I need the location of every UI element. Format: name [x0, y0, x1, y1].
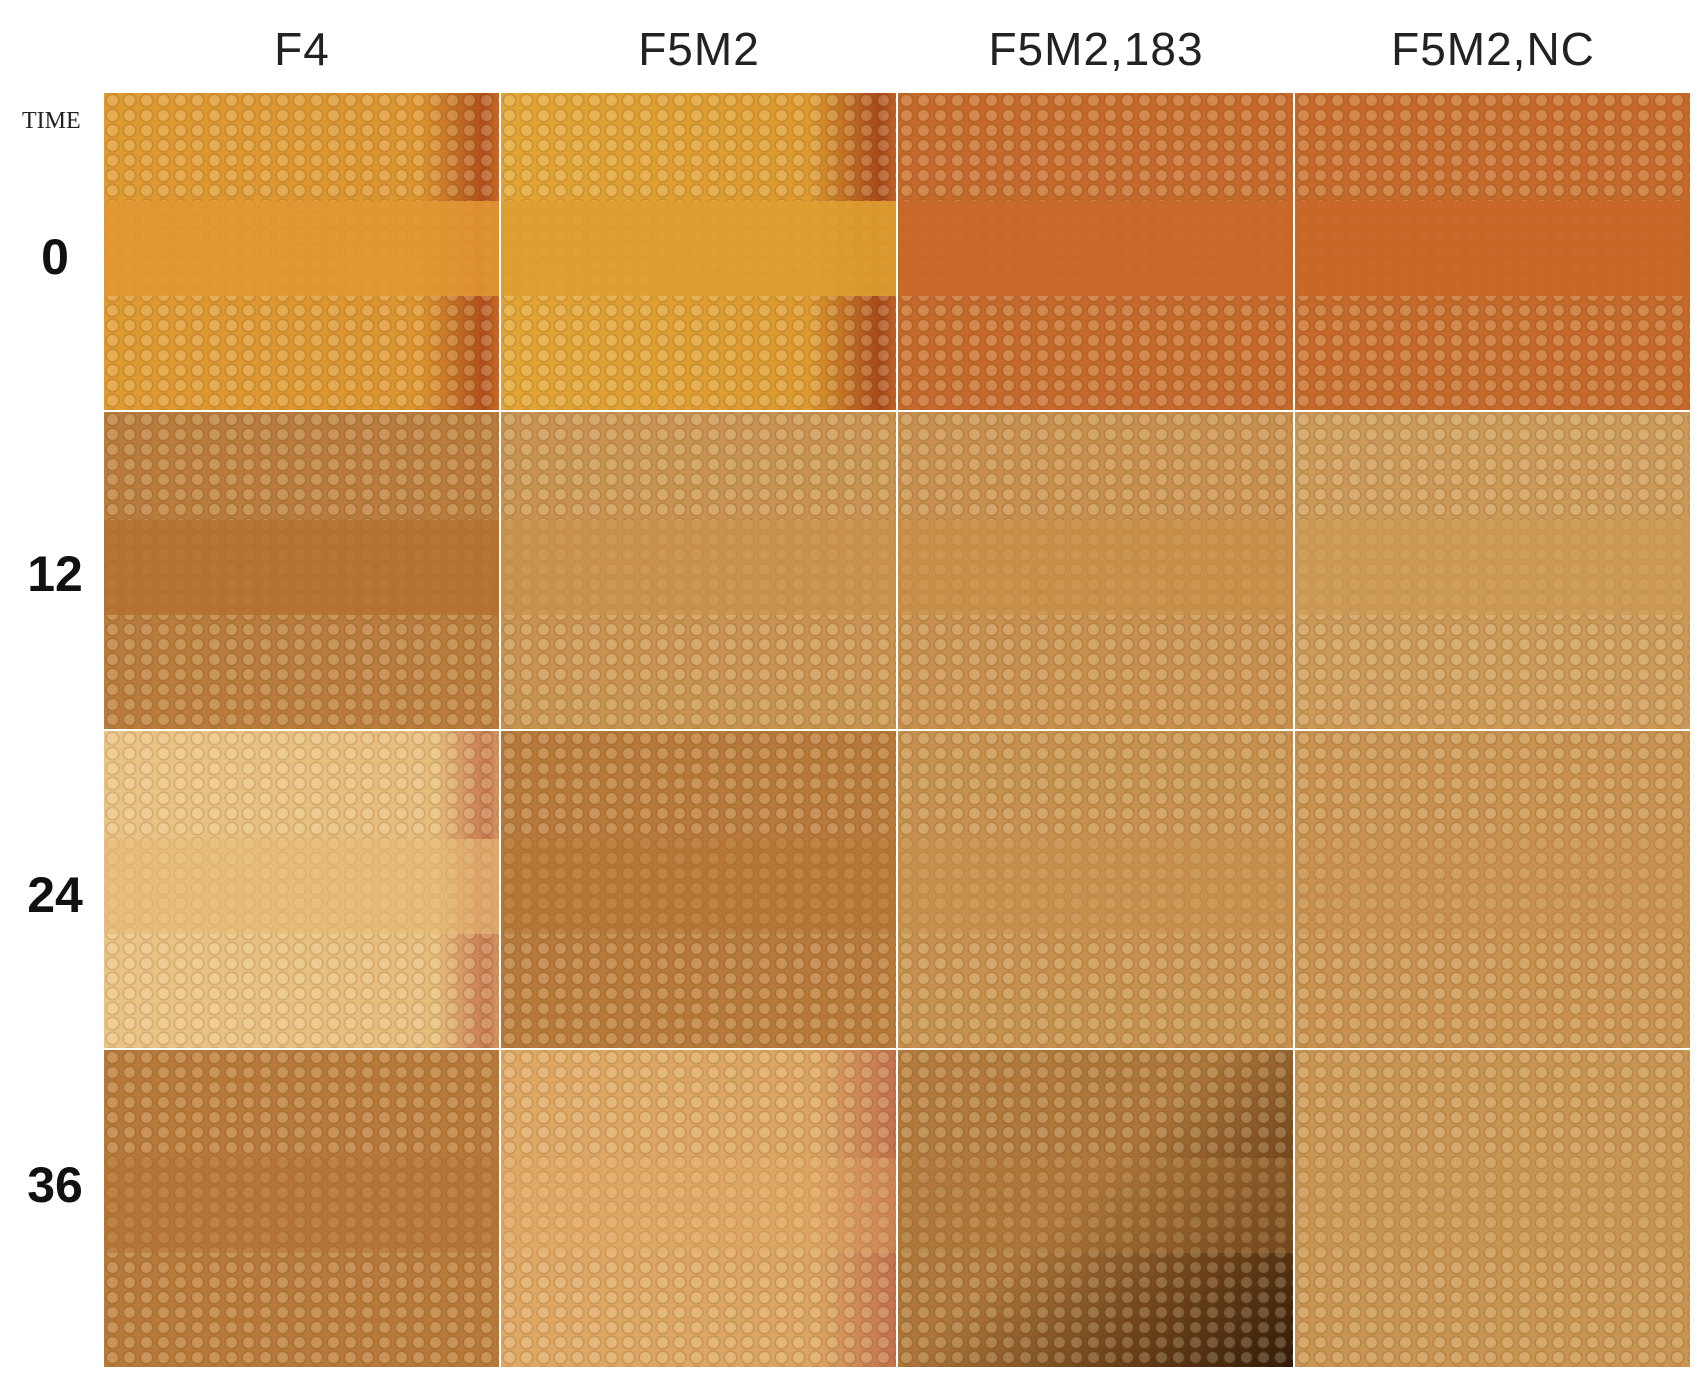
micrograph: [898, 93, 1293, 410]
row-header: 24: [27, 867, 83, 923]
micrograph: [1295, 1050, 1690, 1367]
micrograph: [501, 93, 896, 410]
row-header-title: TIME: [22, 108, 81, 134]
row-header: 12: [27, 546, 83, 602]
image-grid: [104, 93, 1690, 1367]
micrograph: [898, 412, 1293, 729]
column-header: F5M2,NC: [1391, 23, 1595, 75]
micrograph: [501, 1050, 896, 1367]
micrograph: [1295, 93, 1690, 410]
micrograph: [1295, 731, 1690, 1048]
column-header: F5M2: [638, 23, 760, 75]
micrograph: [501, 412, 896, 729]
micrograph: [104, 93, 499, 410]
micrograph: [898, 731, 1293, 1048]
row-header: 0: [41, 229, 69, 285]
micrograph: [1295, 412, 1690, 729]
column-header: F4: [274, 23, 330, 75]
row-header: 36: [27, 1157, 83, 1213]
micrograph: [501, 731, 896, 1048]
micrograph: [898, 1050, 1293, 1367]
micrograph: [104, 412, 499, 729]
column-header: F5M2,183: [988, 23, 1204, 75]
micrograph: [104, 1050, 499, 1367]
micrograph: [104, 731, 499, 1048]
